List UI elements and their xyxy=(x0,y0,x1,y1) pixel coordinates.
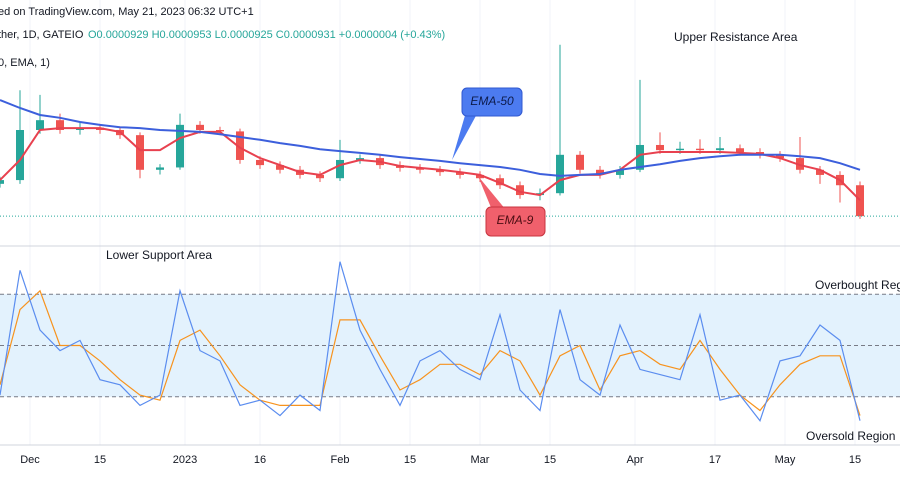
header-ohlc: O0.0000929 H0.0000953 L0.0000925 C0.0000… xyxy=(88,29,445,41)
header-symbol: ther, 1D, GATEIO xyxy=(0,29,84,41)
candle-body xyxy=(656,144,664,151)
grid xyxy=(0,0,900,445)
x-tick-label: 15 xyxy=(94,454,106,466)
header-indicator: 0, EMA, 1) xyxy=(0,57,50,69)
candle-body xyxy=(216,130,224,132)
candle-body xyxy=(256,159,264,166)
callout-pointer xyxy=(478,176,506,210)
candle-body xyxy=(236,131,244,160)
candle-body xyxy=(556,154,564,194)
x-tick-label: 15 xyxy=(544,454,556,466)
candle-body xyxy=(636,144,644,170)
series-line xyxy=(0,261,861,422)
candle-body xyxy=(516,185,524,196)
x-tick-label: Feb xyxy=(331,454,350,466)
callout-pointer xyxy=(452,112,478,160)
series-line xyxy=(0,127,861,201)
candle-body xyxy=(456,172,464,175)
candle-body xyxy=(616,169,624,175)
candle-body xyxy=(196,124,204,130)
header-source: ed on TradingView.com, May 21, 2023 06:3… xyxy=(0,6,254,18)
x-tick-label: 16 xyxy=(254,454,266,466)
candle-body xyxy=(696,148,704,151)
candle-body xyxy=(156,167,164,170)
candle-body xyxy=(276,165,284,170)
candle-body xyxy=(476,174,484,179)
x-tick-label: Dec xyxy=(20,454,40,466)
x-tick-label: 17 xyxy=(709,454,721,466)
x-tick-label: 15 xyxy=(404,454,416,466)
series-line xyxy=(0,289,861,416)
annotation: Overbought Reg xyxy=(815,278,900,292)
annotation: Oversold Region xyxy=(806,429,895,443)
candle-body xyxy=(336,159,344,179)
callout-box xyxy=(485,206,546,237)
candle-body xyxy=(676,148,684,151)
x-tick-label: 2023 xyxy=(173,454,197,466)
candle-body xyxy=(0,180,4,184)
annotation: Upper Resistance Area xyxy=(674,30,798,44)
series-line xyxy=(0,99,861,177)
x-tick-label: Apr xyxy=(626,454,643,466)
candle-body xyxy=(496,178,504,186)
candle-body xyxy=(176,124,184,168)
callout-label: EMA-50 xyxy=(470,94,514,108)
candle-body xyxy=(816,169,824,175)
candle-body xyxy=(796,158,804,170)
x-tick-label: May xyxy=(775,454,796,466)
candle-body xyxy=(736,148,744,152)
candle-body xyxy=(16,130,24,181)
callout-box xyxy=(461,87,523,117)
candle-body xyxy=(716,148,724,151)
candle-body xyxy=(136,135,144,170)
plot xyxy=(0,44,900,422)
x-tick-label: 15 xyxy=(849,454,861,466)
callout-label: EMA-9 xyxy=(497,213,534,227)
candle-body xyxy=(436,169,444,173)
candle-body xyxy=(856,185,864,217)
candle-body xyxy=(596,169,604,175)
candle-body xyxy=(576,154,584,170)
candle-body xyxy=(56,120,64,130)
candle-body xyxy=(776,154,784,159)
x-tick-label: Mar xyxy=(471,454,490,466)
candle-body xyxy=(316,174,324,179)
annotation: Lower Support Area xyxy=(106,248,212,262)
candle-body xyxy=(36,120,44,130)
